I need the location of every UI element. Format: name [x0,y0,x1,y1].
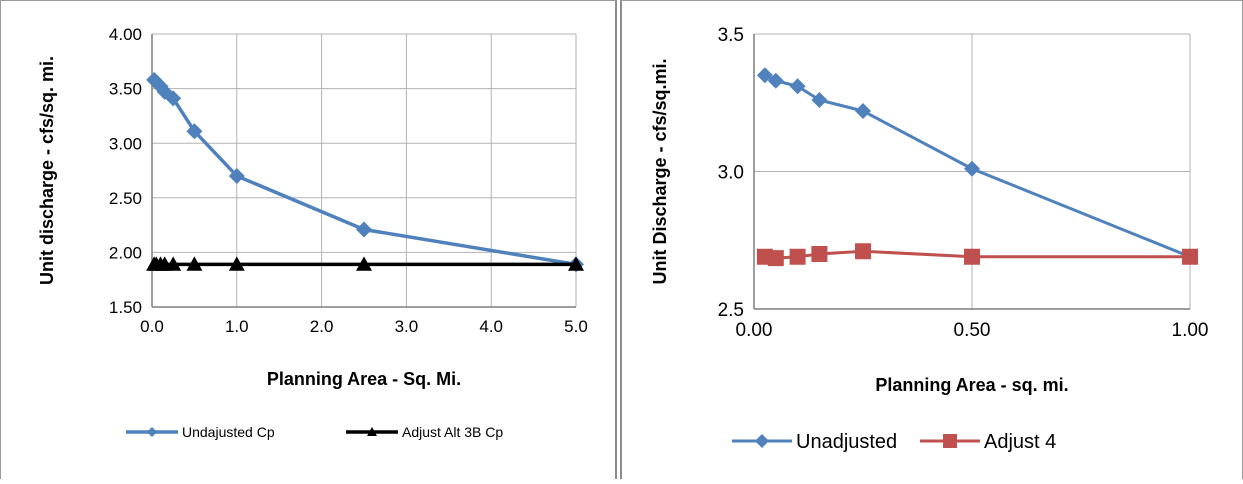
right-chart: 2.5 3.0 3.5 0.00 0.50 1.00 Planning Area - sq.… [650,25,1209,453]
left-y-tick-label: 1.50 [109,298,142,317]
left-legend-marker-1 [147,427,157,437]
left-series-2-point [228,256,245,271]
right-x-tick-label: 0.50 [954,320,991,341]
left-series-2-point [356,256,372,271]
left-chart: 1.50 2.00 2.50 3.00 3.50 4.00 0.0 1.0 2.0 3.0 4.0 5… [37,25,588,440]
left-legend-label-1: Undajusted Cp [182,424,275,440]
right-x-tick-label: 0.00 [736,320,773,341]
left-y-tick-label: 3.00 [109,134,142,153]
right-series-1-point [767,72,784,89]
left-x-tick-label: 2.0 [310,317,334,336]
left-series-2 [146,256,584,271]
left-y-tick-label: 2.00 [109,244,142,263]
right-series-2-point [1182,248,1198,265]
left-x-tick-label: 4.0 [479,317,503,336]
left-x-tick-label: 5.0 [564,317,588,336]
right-legend-label-2: Adjust 4 [984,431,1056,453]
left-series-2-point [186,256,203,271]
right-series-1-point [855,103,871,119]
left-chart-panel: 1.50 2.00 2.50 3.00 3.50 4.00 0.0 1.0 2.0 3.0 4.0 5… [0,0,617,479]
left-series-2-point [568,256,584,271]
left-y-tick-label: 3.50 [109,80,142,99]
right-series-1 [756,67,1198,265]
left-x-axis-title: Planning Area - Sq. Mi. [267,369,461,389]
right-y-tick-label: 3.5 [718,25,744,46]
left-x-tick-label: 1.0 [225,317,249,336]
left-series-1-point [228,167,245,184]
left-gridlines [151,33,577,308]
left-series-2-point [165,256,182,271]
right-x-tick-label: 1.00 [1172,320,1209,341]
right-series-2-point [789,248,806,265]
right-series-2-point [855,243,871,260]
right-y-tick-label: 2.5 [718,300,744,321]
right-series-2 [756,243,1198,267]
right-series-2-point [964,248,980,265]
right-legend: Unadjusted Adjust 4 [732,431,1056,453]
right-series-1-point [756,67,773,84]
left-x-tick-label: 3.0 [395,317,419,336]
right-series-2-point [767,250,784,267]
right-series-1-line [764,73,1191,259]
left-y-axis-title: Unit discharge - cfs/sq. mi. [37,56,57,285]
right-series-1-point [964,160,980,177]
right-chart-panel: 2.5 3.0 3.5 0.00 0.50 1.00 Planning Area - sq.… [620,0,1243,479]
left-series-1-line [152,78,577,267]
left-series-1-point [186,123,203,140]
right-series-1-point [811,92,828,108]
left-series-1-point [356,221,372,238]
left-y-tick-label: 2.50 [109,189,142,208]
left-legend: Undajusted Cp Adjust Alt 3B Cp [126,424,503,440]
left-series-1 [146,71,584,273]
right-legend-marker-1 [755,434,769,448]
left-x-tick-label: 0.0 [140,317,164,336]
right-y-tick-label: 3.0 [718,162,744,183]
right-legend-marker-2 [943,434,957,448]
right-y-axis-title: Unit Discharge - cfs/sq.mi. [650,58,670,284]
right-series-2-point [811,246,828,262]
left-legend-marker-2 [367,427,377,436]
left-series-1-point [165,90,182,107]
left-legend-label-2: Adjust Alt 3B Cp [402,424,503,440]
right-x-axis-title: Planning Area - sq. mi. [875,375,1068,395]
right-series-1-point [789,78,806,95]
left-y-tick-label: 4.00 [109,25,142,44]
right-legend-label-1: Unadjusted [796,431,897,453]
